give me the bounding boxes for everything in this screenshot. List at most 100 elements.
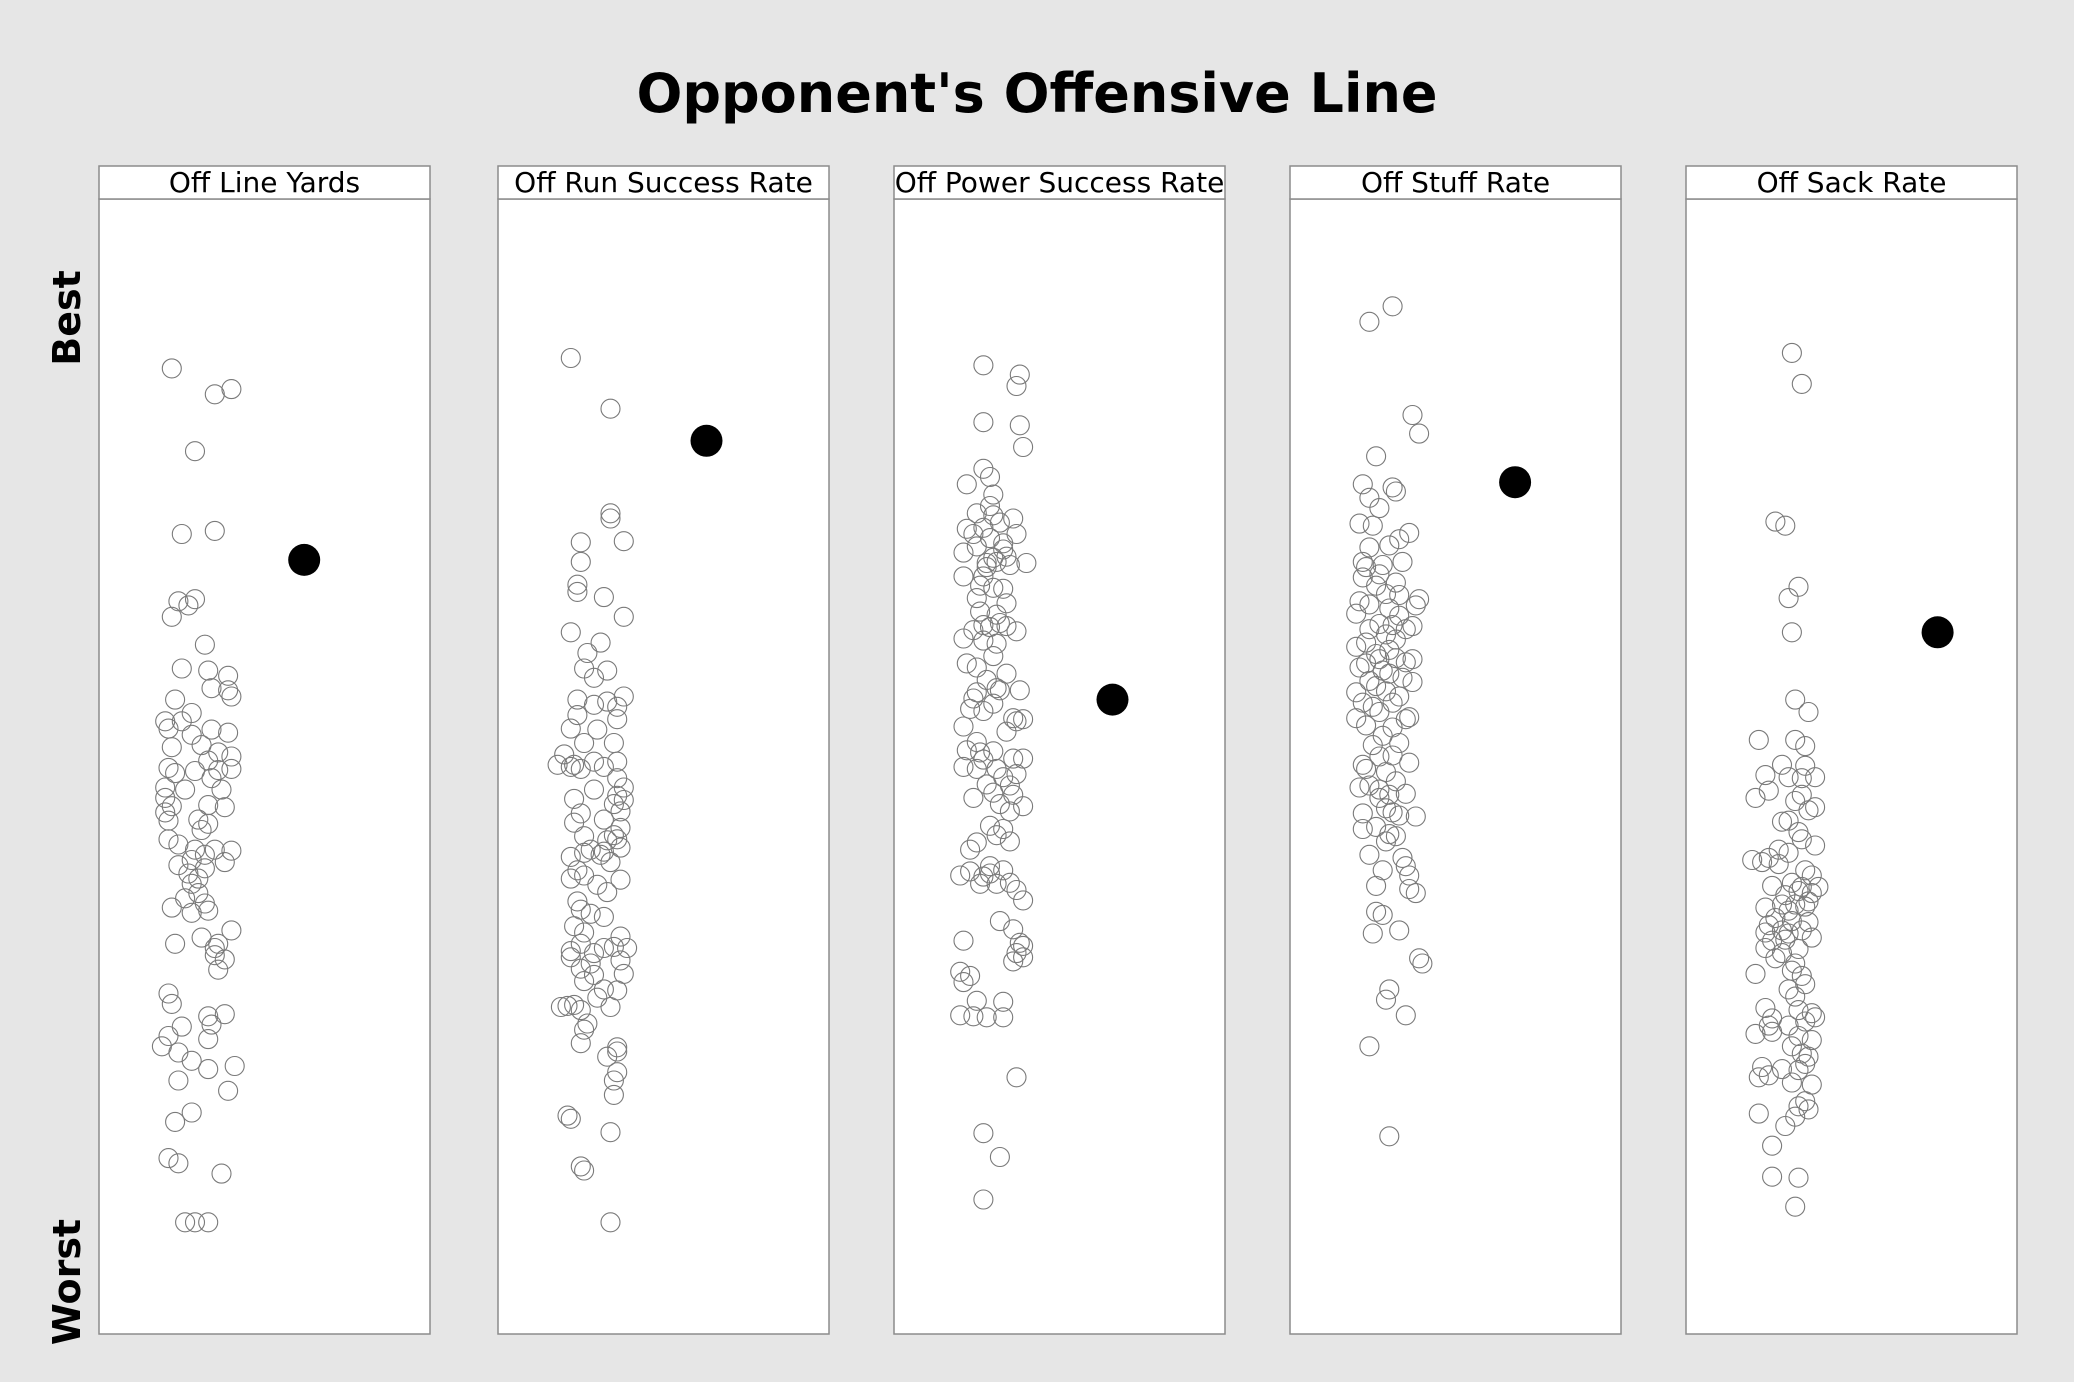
highlight-point bbox=[690, 424, 723, 457]
data-point bbox=[953, 566, 974, 587]
data-point bbox=[600, 852, 621, 873]
data-point bbox=[603, 1070, 624, 1091]
data-point bbox=[1389, 584, 1410, 606]
data-point bbox=[1003, 748, 1024, 769]
data-point bbox=[613, 789, 634, 811]
data-point bbox=[1006, 1067, 1027, 1088]
data-point bbox=[610, 950, 631, 971]
data-point bbox=[1765, 511, 1786, 532]
data-point bbox=[953, 756, 974, 777]
data-point bbox=[560, 756, 581, 777]
data-point bbox=[1409, 423, 1430, 444]
data-point bbox=[1765, 907, 1786, 929]
data-point bbox=[1382, 477, 1403, 498]
data-point bbox=[1762, 930, 1783, 951]
data-point bbox=[976, 774, 997, 795]
data-point bbox=[161, 897, 182, 918]
data-point bbox=[960, 861, 981, 882]
data-point bbox=[1375, 798, 1397, 819]
data-point bbox=[1798, 701, 1819, 723]
data-point bbox=[963, 523, 984, 545]
data-point bbox=[1366, 816, 1387, 837]
data-point bbox=[979, 495, 1001, 517]
data-point bbox=[983, 693, 1004, 714]
data-point bbox=[1006, 879, 1027, 901]
data-point bbox=[1758, 780, 1779, 801]
data-point bbox=[1801, 883, 1822, 904]
data-point bbox=[1798, 1099, 1819, 1120]
data-point bbox=[1006, 621, 1027, 642]
data-point bbox=[158, 757, 179, 778]
data-point bbox=[1762, 1166, 1783, 1187]
data-point bbox=[570, 1033, 591, 1054]
data-point bbox=[1389, 805, 1410, 826]
panel-body bbox=[497, 198, 830, 1335]
data-point bbox=[583, 964, 605, 985]
data-point bbox=[158, 1148, 179, 1169]
data-point bbox=[1405, 806, 1426, 827]
data-point bbox=[583, 751, 605, 772]
data-point bbox=[603, 936, 624, 957]
data-point bbox=[1781, 1072, 1802, 1093]
data-point bbox=[610, 801, 631, 822]
data-point bbox=[593, 937, 614, 959]
data-point bbox=[1369, 779, 1390, 800]
highlight-point bbox=[288, 543, 321, 576]
data-point bbox=[1755, 922, 1776, 943]
data-point bbox=[1346, 636, 1367, 657]
data-point bbox=[1372, 904, 1393, 925]
data-point bbox=[1352, 754, 1373, 775]
data-point bbox=[567, 705, 588, 726]
data-point bbox=[1778, 588, 1799, 609]
data-point bbox=[1405, 883, 1426, 904]
data-point bbox=[983, 782, 1004, 803]
data-point bbox=[171, 711, 192, 732]
data-point bbox=[218, 680, 239, 701]
data-point bbox=[1385, 572, 1406, 593]
data-point bbox=[1801, 1003, 1822, 1024]
data-point bbox=[158, 983, 179, 1004]
data-point bbox=[1389, 732, 1410, 754]
data-point bbox=[986, 551, 1007, 572]
data-point bbox=[603, 794, 624, 815]
data-point bbox=[204, 945, 225, 966]
data-point bbox=[1379, 598, 1400, 619]
data-point bbox=[557, 995, 578, 1016]
data-point bbox=[1758, 847, 1779, 868]
data-point bbox=[600, 398, 621, 419]
data-point bbox=[184, 589, 206, 610]
data-point bbox=[208, 742, 229, 763]
data-point bbox=[204, 384, 225, 405]
data-point bbox=[171, 523, 192, 545]
data-point bbox=[950, 1005, 971, 1026]
data-point bbox=[999, 872, 1020, 893]
data-point bbox=[165, 689, 186, 710]
data-point bbox=[155, 777, 176, 798]
y-label-worst: Worst bbox=[45, 1219, 89, 1345]
data-point bbox=[221, 758, 242, 779]
data-point bbox=[966, 657, 987, 678]
data-point bbox=[973, 1123, 994, 1144]
data-point bbox=[1006, 764, 1027, 785]
data-point bbox=[607, 785, 628, 806]
data-point bbox=[1362, 515, 1383, 536]
data-point bbox=[610, 837, 631, 858]
data-point bbox=[1369, 649, 1390, 670]
data-point bbox=[973, 1189, 994, 1210]
data-point bbox=[1379, 784, 1400, 805]
data-point bbox=[1366, 446, 1387, 467]
data-point bbox=[1369, 701, 1390, 723]
data-point bbox=[983, 484, 1004, 505]
data-point bbox=[1385, 481, 1406, 502]
data-point bbox=[1359, 844, 1380, 865]
data-point bbox=[221, 920, 242, 941]
data-point bbox=[1748, 1103, 1769, 1124]
data-point bbox=[973, 412, 994, 433]
data-point bbox=[201, 719, 222, 740]
data-point bbox=[198, 1212, 219, 1233]
data-point bbox=[547, 754, 568, 775]
data-point bbox=[214, 797, 235, 818]
data-point bbox=[577, 1013, 598, 1034]
panel-body bbox=[1289, 198, 1622, 1335]
data-point bbox=[1805, 835, 1826, 856]
